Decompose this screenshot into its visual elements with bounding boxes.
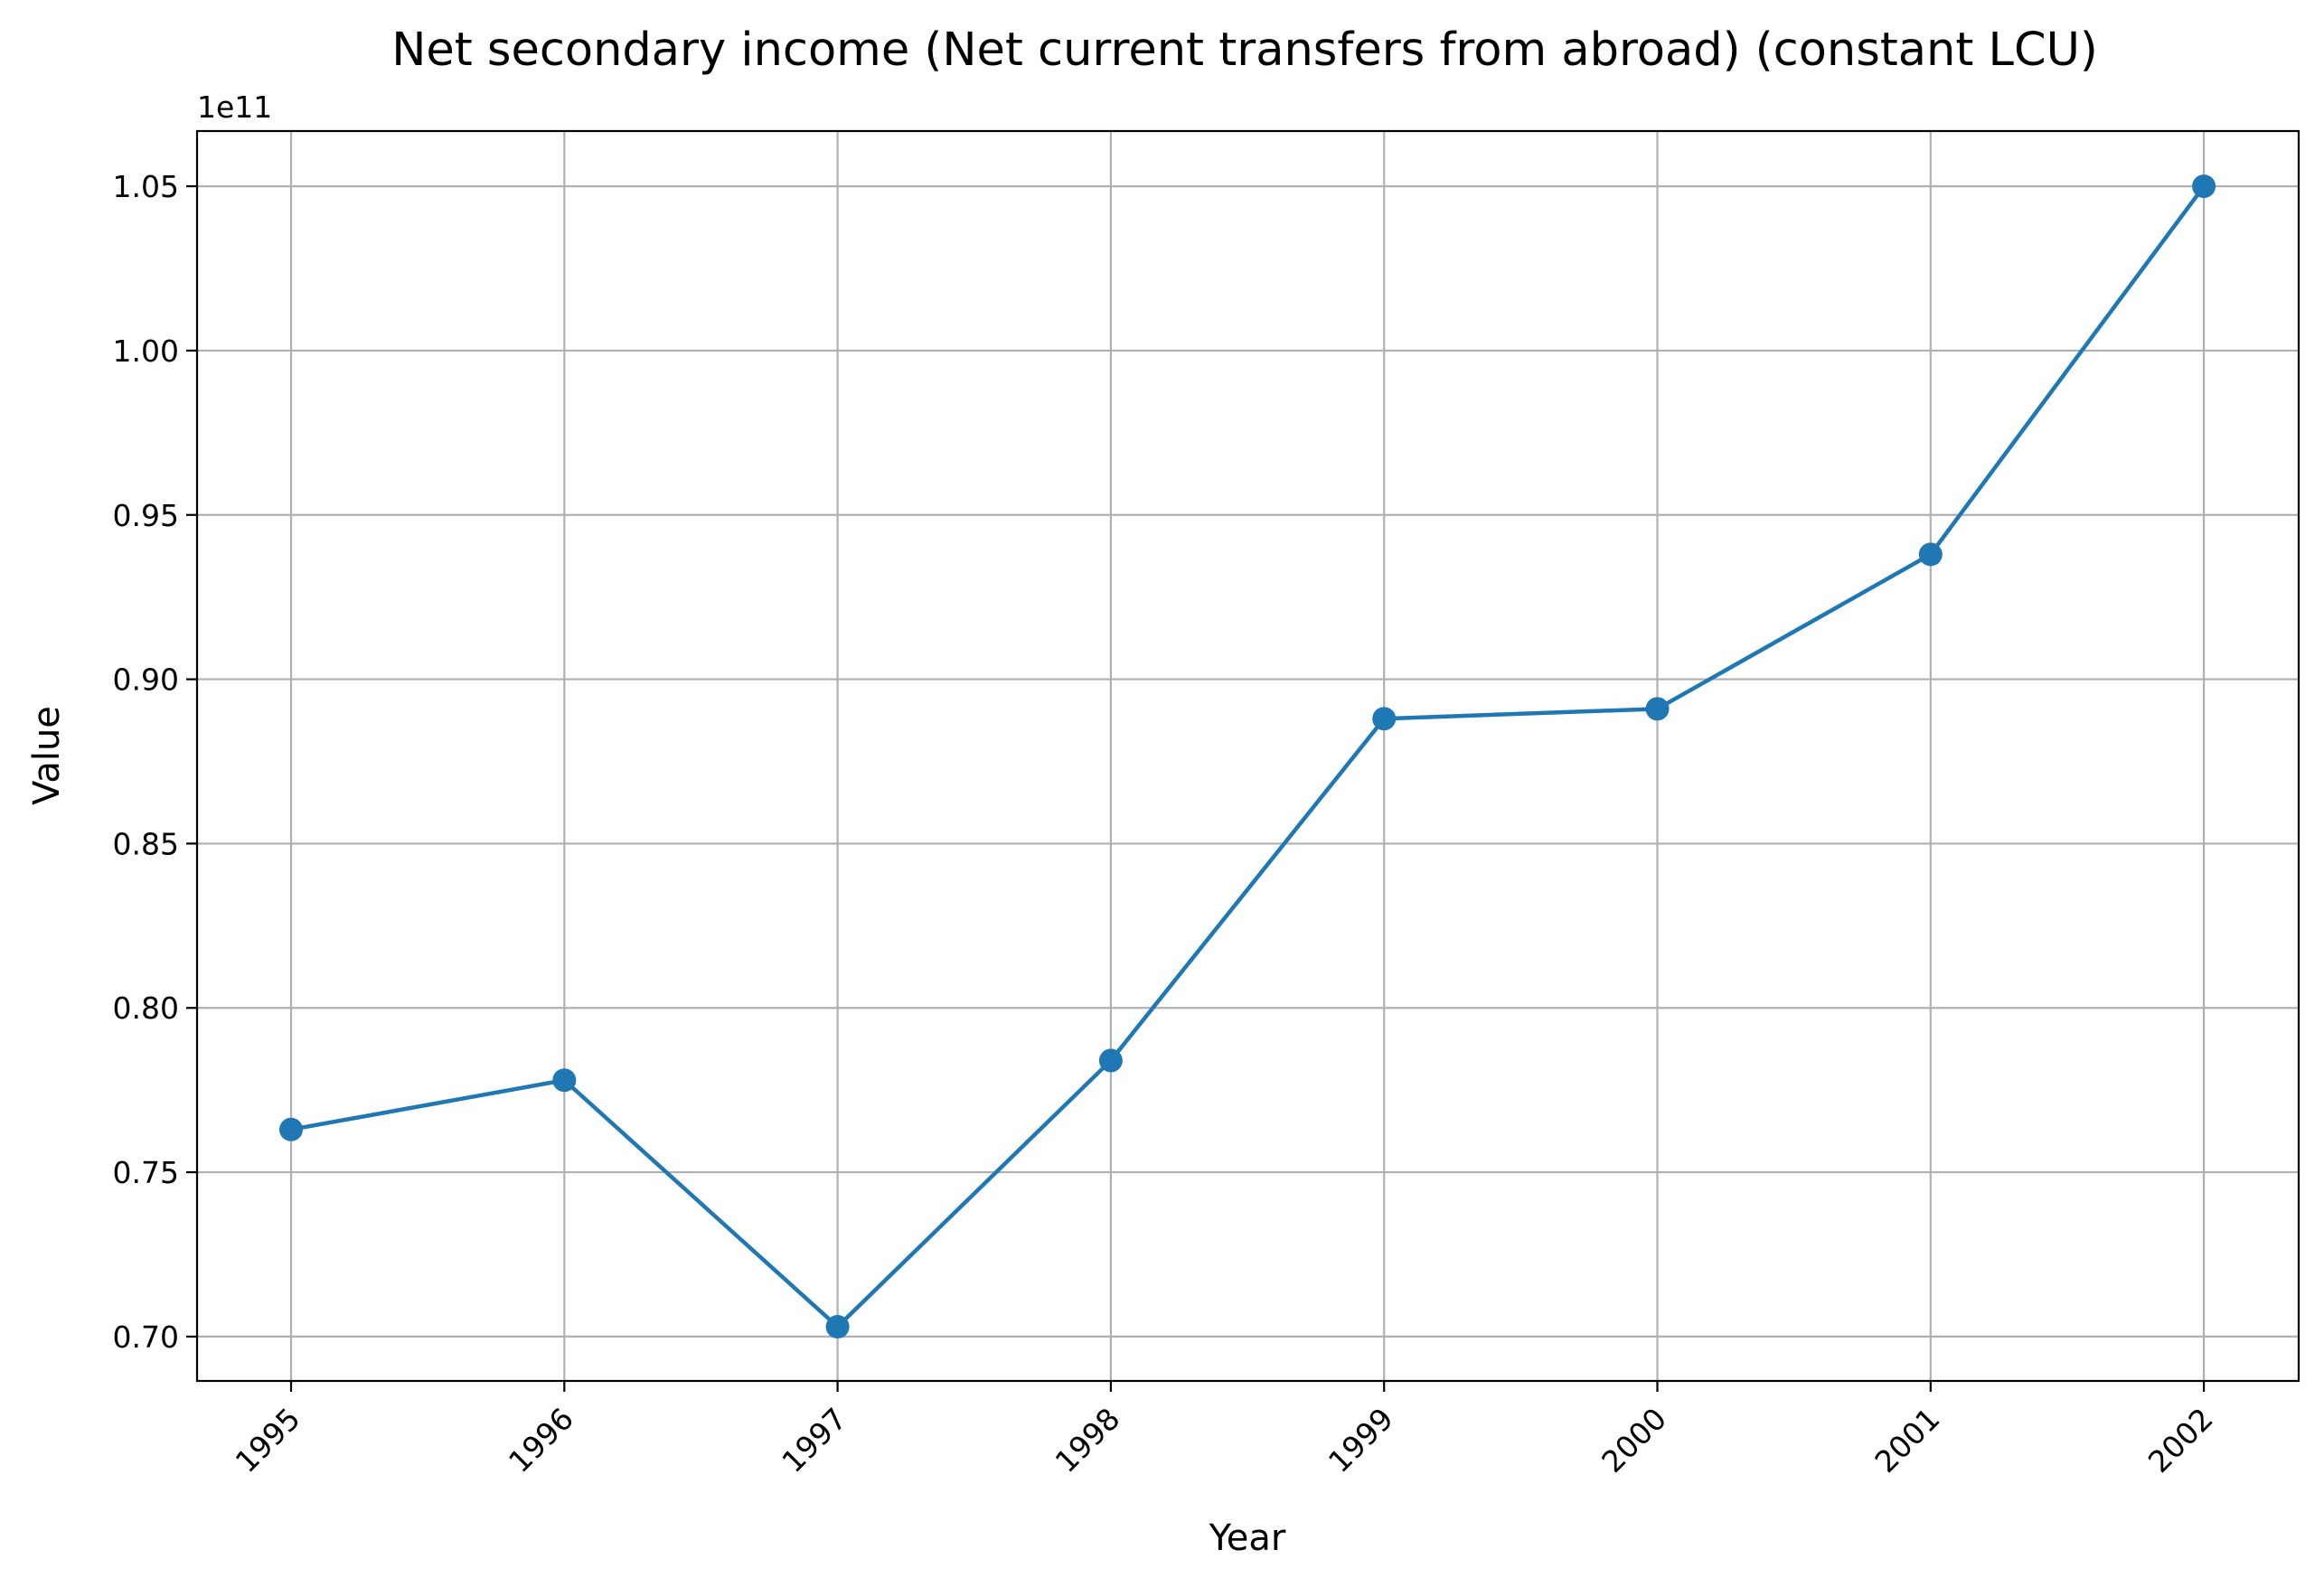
- x-tick-label: 1999: [1322, 1401, 1400, 1479]
- x-tick-label: 1995: [229, 1401, 307, 1479]
- data-point: [1918, 542, 1943, 567]
- data-point: [2192, 174, 2216, 199]
- x-tick-label: 1998: [1049, 1401, 1127, 1479]
- y-tick-label: 0.80: [113, 991, 179, 1026]
- x-tick-label: 1996: [502, 1401, 580, 1479]
- y-tick-label: 0.85: [113, 826, 179, 861]
- x-tick-label: 1997: [775, 1401, 853, 1479]
- chart-title: Net secondary income (Net current transf…: [391, 23, 2098, 77]
- data-point: [1372, 707, 1397, 731]
- data-point: [1645, 697, 1670, 721]
- plot-area-frame: [195, 129, 2300, 1383]
- data-point: [825, 1314, 850, 1338]
- x-tick-label: 2002: [2141, 1401, 2220, 1479]
- y-tick-label: 0.75: [113, 1155, 179, 1190]
- data-series: [279, 174, 2216, 1338]
- x-axis-label: Year: [1209, 1517, 1286, 1559]
- y-axis-label: Value: [26, 706, 68, 805]
- y-tick-label: 0.70: [113, 1319, 179, 1355]
- y-tick-label: 0.95: [113, 498, 179, 533]
- y-axis-offset-label: 1e11: [197, 89, 272, 125]
- data-point: [279, 1117, 303, 1141]
- data-point: [552, 1068, 577, 1093]
- y-tick-label: 0.90: [113, 662, 179, 698]
- grid: [197, 131, 2299, 1381]
- y-tick-label: 1.05: [113, 169, 179, 204]
- axis-ticks: 1995 1996 1997 1998 1999 2000 2001 2002 0.70 0.75…: [113, 169, 2220, 1479]
- x-tick-label: 2001: [1868, 1401, 1946, 1479]
- x-tick-label: 2000: [1595, 1401, 1673, 1479]
- series-line: [290, 184, 2206, 1329]
- data-point: [1098, 1048, 1123, 1073]
- y-tick-label: 1.00: [113, 333, 179, 369]
